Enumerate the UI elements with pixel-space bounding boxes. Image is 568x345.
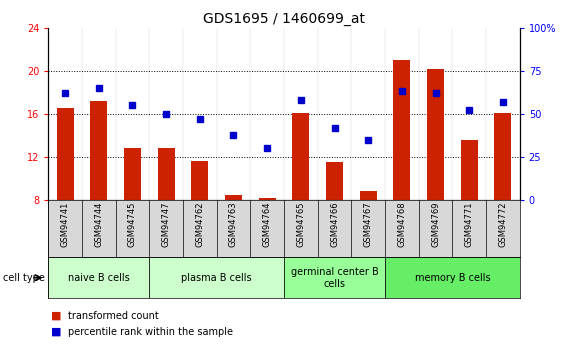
Bar: [293, 113, 309, 200]
Text: GSM94765: GSM94765: [296, 202, 306, 247]
Text: ■: ■: [51, 311, 61, 321]
Text: GSM94744: GSM94744: [94, 202, 103, 247]
Bar: [158, 148, 174, 200]
Text: GSM94741: GSM94741: [61, 202, 70, 247]
Text: plasma B cells: plasma B cells: [181, 273, 252, 283]
Text: GSM94763: GSM94763: [229, 202, 238, 247]
Bar: [427, 69, 444, 200]
Text: GSM94747: GSM94747: [162, 202, 170, 247]
Bar: [149, 257, 284, 298]
Text: percentile rank within the sample: percentile rank within the sample: [68, 327, 233, 337]
Text: GSM94769: GSM94769: [431, 202, 440, 247]
Text: GSM94762: GSM94762: [195, 202, 204, 247]
Bar: [259, 198, 275, 200]
Bar: [57, 108, 73, 200]
Bar: [191, 161, 208, 200]
Bar: [495, 113, 511, 200]
Bar: [124, 148, 141, 200]
Bar: [225, 195, 242, 200]
Text: memory B cells: memory B cells: [415, 273, 490, 283]
Bar: [461, 140, 478, 200]
Text: GSM94766: GSM94766: [330, 202, 339, 247]
Text: germinal center B
cells: germinal center B cells: [291, 267, 378, 288]
Text: GSM94768: GSM94768: [398, 202, 406, 247]
Text: GSM94772: GSM94772: [498, 202, 507, 247]
Bar: [360, 191, 377, 200]
Text: GSM94767: GSM94767: [364, 202, 373, 247]
Text: GSM94764: GSM94764: [262, 202, 272, 247]
Bar: [326, 162, 343, 200]
Text: transformed count: transformed count: [68, 311, 159, 321]
Text: cell type: cell type: [3, 273, 45, 283]
Bar: [394, 60, 410, 200]
Text: GSM94771: GSM94771: [465, 202, 474, 247]
Text: naive B cells: naive B cells: [68, 273, 130, 283]
Bar: [48, 257, 149, 298]
Bar: [90, 101, 107, 200]
Bar: [385, 257, 520, 298]
Text: GDS1695 / 1460699_at: GDS1695 / 1460699_at: [203, 12, 365, 26]
Text: GSM94745: GSM94745: [128, 202, 137, 247]
Text: ■: ■: [51, 327, 61, 337]
Bar: [284, 257, 385, 298]
